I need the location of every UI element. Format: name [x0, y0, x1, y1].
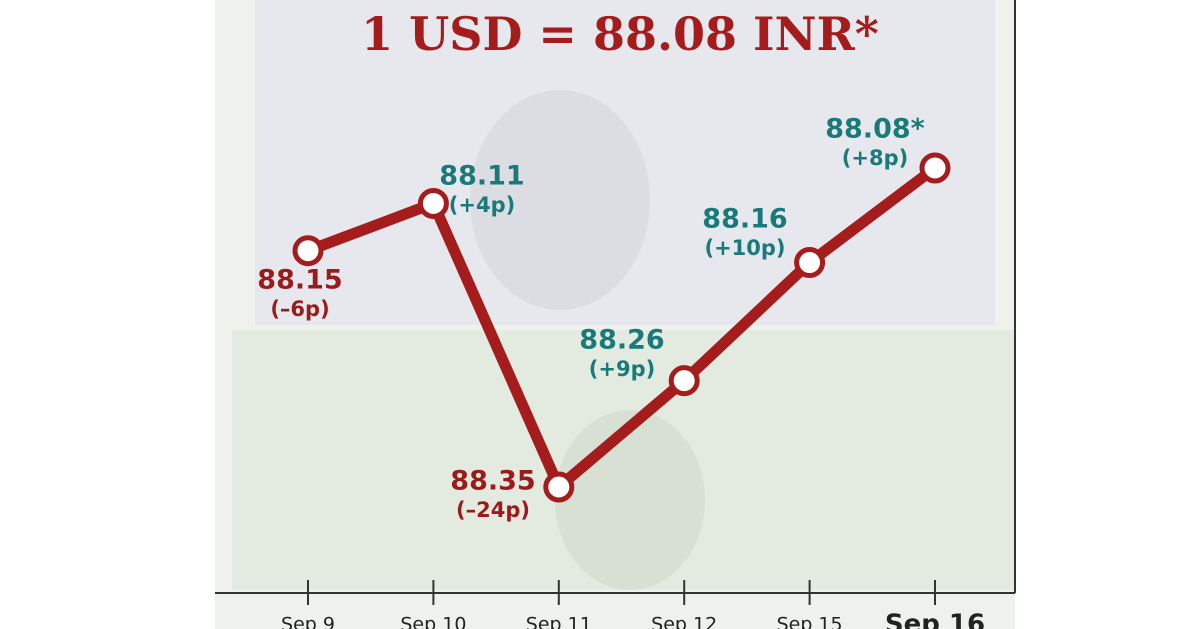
- portrait: [470, 90, 650, 310]
- data-label: 88.35: [450, 466, 535, 497]
- data-label: 88.11: [439, 161, 524, 192]
- x-tick-label: Sep 15: [777, 614, 843, 629]
- point: [668, 365, 700, 397]
- x-tick-label: Sep 11: [526, 614, 592, 629]
- point: [417, 187, 449, 219]
- data-label: 88.15: [257, 265, 342, 296]
- data-label: 88.16: [702, 204, 787, 235]
- change-label: (–6p): [270, 297, 329, 321]
- point: [543, 471, 575, 503]
- x-tick-label: Sep 9: [281, 614, 335, 629]
- data-label: 88.08*: [825, 114, 925, 145]
- x-tick-label: Sep 16: [885, 610, 985, 629]
- change-label: (–24p): [456, 498, 530, 522]
- change-label: (+4p): [449, 193, 515, 217]
- point: [292, 235, 324, 267]
- change-label: (+10p): [704, 236, 785, 260]
- portrait: [555, 410, 705, 590]
- chart-title: 1 USD = 88.08 INR*: [361, 7, 879, 61]
- data-label: 88.26: [579, 325, 664, 356]
- x-tick-label: Sep 12: [651, 614, 717, 629]
- point: [919, 152, 951, 184]
- change-label: (+9p): [589, 357, 655, 381]
- change-label: (+8p): [842, 146, 908, 170]
- line: [306, 163, 939, 493]
- x-tick-label: Sep 10: [400, 614, 466, 629]
- point: [794, 247, 826, 279]
